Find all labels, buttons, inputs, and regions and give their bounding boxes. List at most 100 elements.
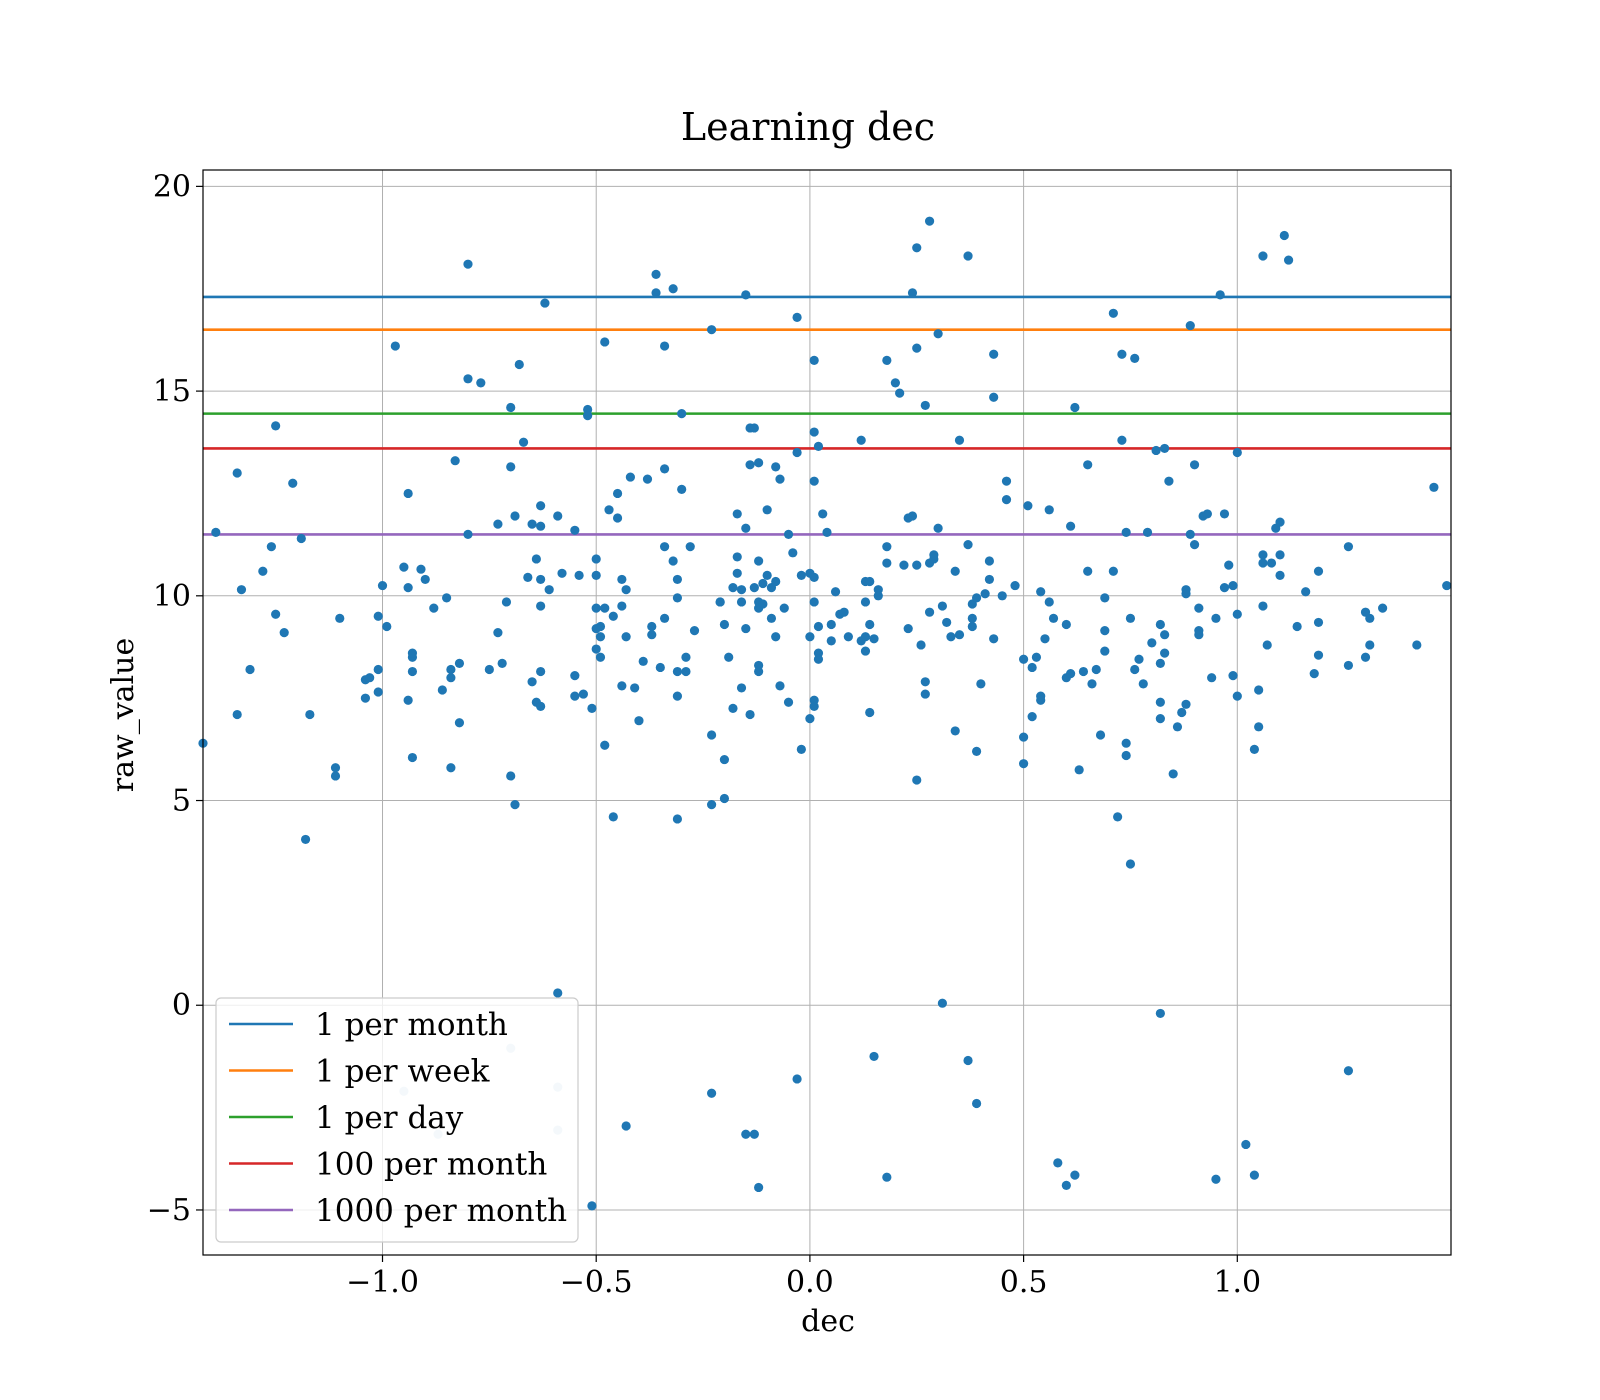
- data-point: [1313, 566, 1324, 576]
- data-point: [1019, 654, 1029, 664]
- data-point: [1066, 521, 1076, 531]
- data-point: [1134, 654, 1144, 664]
- data-point: [950, 566, 960, 576]
- data-point: [617, 574, 627, 585]
- data-point: [1266, 558, 1277, 568]
- data-point: [506, 402, 516, 413]
- data-point: [373, 664, 383, 675]
- data-point: [895, 388, 905, 398]
- data-point: [407, 752, 418, 763]
- data-point: [1365, 613, 1375, 623]
- data-point: [809, 572, 819, 582]
- data-point: [1365, 640, 1375, 650]
- data-point: [719, 754, 730, 765]
- data-point: [728, 703, 738, 714]
- data-point: [583, 411, 593, 421]
- y-axis-label: raw_value: [106, 638, 141, 792]
- data-point: [403, 583, 413, 593]
- data-point: [1091, 664, 1101, 675]
- data-point: [506, 771, 516, 781]
- data-point: [749, 1129, 759, 1139]
- data-point: [1155, 1008, 1165, 1019]
- data-point: [604, 505, 614, 515]
- data-point: [1181, 699, 1191, 709]
- data-point: [1360, 652, 1371, 662]
- data-point: [429, 603, 439, 613]
- data-point: [296, 533, 306, 544]
- data-point: [506, 462, 516, 472]
- data-point: [903, 623, 913, 634]
- data-point: [570, 525, 580, 535]
- legend-box: [215, 997, 579, 1243]
- data-point: [1258, 558, 1268, 568]
- data-point: [279, 628, 289, 638]
- data-point: [963, 251, 973, 261]
- data-point: [612, 513, 623, 523]
- data-point: [989, 392, 999, 402]
- data-point: [813, 654, 824, 664]
- data-point: [741, 623, 751, 634]
- data-point: [754, 666, 764, 677]
- data-point: [809, 695, 819, 705]
- data-point: [907, 288, 918, 298]
- data-point: [587, 1201, 597, 1211]
- data-point: [963, 1055, 973, 1066]
- data-point: [707, 1088, 717, 1098]
- data-point: [1228, 671, 1238, 681]
- data-point: [1258, 550, 1268, 560]
- data-point: [595, 632, 606, 642]
- data-point: [437, 685, 447, 695]
- data-point: [442, 593, 452, 603]
- data-point: [647, 621, 657, 632]
- data-point: [463, 529, 473, 539]
- plot-frame: [202, 169, 1452, 1256]
- x-tick-label: 0.0: [786, 1265, 834, 1300]
- data-point: [595, 652, 606, 662]
- data-point: [446, 763, 456, 773]
- data-point: [1155, 714, 1165, 724]
- data-point: [271, 421, 281, 431]
- data-point: [954, 630, 965, 640]
- data-point: [1189, 540, 1200, 550]
- data-point: [745, 460, 755, 470]
- data-point: [463, 259, 473, 269]
- data-point: [600, 337, 610, 347]
- data-point: [882, 542, 892, 552]
- data-point: [651, 288, 661, 298]
- data-point: [531, 554, 541, 564]
- data-point: [1070, 1170, 1080, 1180]
- data-point: [1168, 769, 1178, 779]
- data-point: [300, 834, 311, 845]
- data-point: [1185, 320, 1195, 331]
- data-point: [783, 697, 794, 707]
- x-tick-label: 0.5: [1000, 1265, 1048, 1300]
- data-point: [736, 585, 747, 595]
- data-point: [1147, 638, 1157, 648]
- data-point: [890, 378, 900, 388]
- data-point: [809, 476, 819, 486]
- data-point: [1283, 255, 1294, 265]
- y-tick-label: −5: [147, 1193, 191, 1228]
- data-point: [971, 746, 982, 756]
- data-point: [1155, 658, 1165, 668]
- data-point: [591, 603, 601, 613]
- data-point: [536, 521, 546, 531]
- data-point: [937, 601, 947, 611]
- data-point: [1228, 580, 1238, 591]
- data-point: [937, 998, 947, 1008]
- data-point: [707, 325, 717, 335]
- data-point: [587, 703, 597, 714]
- data-point: [818, 509, 828, 519]
- data-point: [749, 583, 759, 593]
- data-point: [967, 613, 977, 623]
- data-point: [625, 472, 635, 482]
- data-point: [1275, 550, 1285, 560]
- data-point: [762, 505, 772, 515]
- data-point: [1100, 593, 1110, 603]
- data-point: [1313, 650, 1324, 660]
- data-point: [1010, 580, 1020, 591]
- data-point: [1313, 617, 1324, 628]
- data-point: [1262, 640, 1272, 650]
- data-point: [659, 464, 670, 474]
- data-point: [1023, 501, 1033, 511]
